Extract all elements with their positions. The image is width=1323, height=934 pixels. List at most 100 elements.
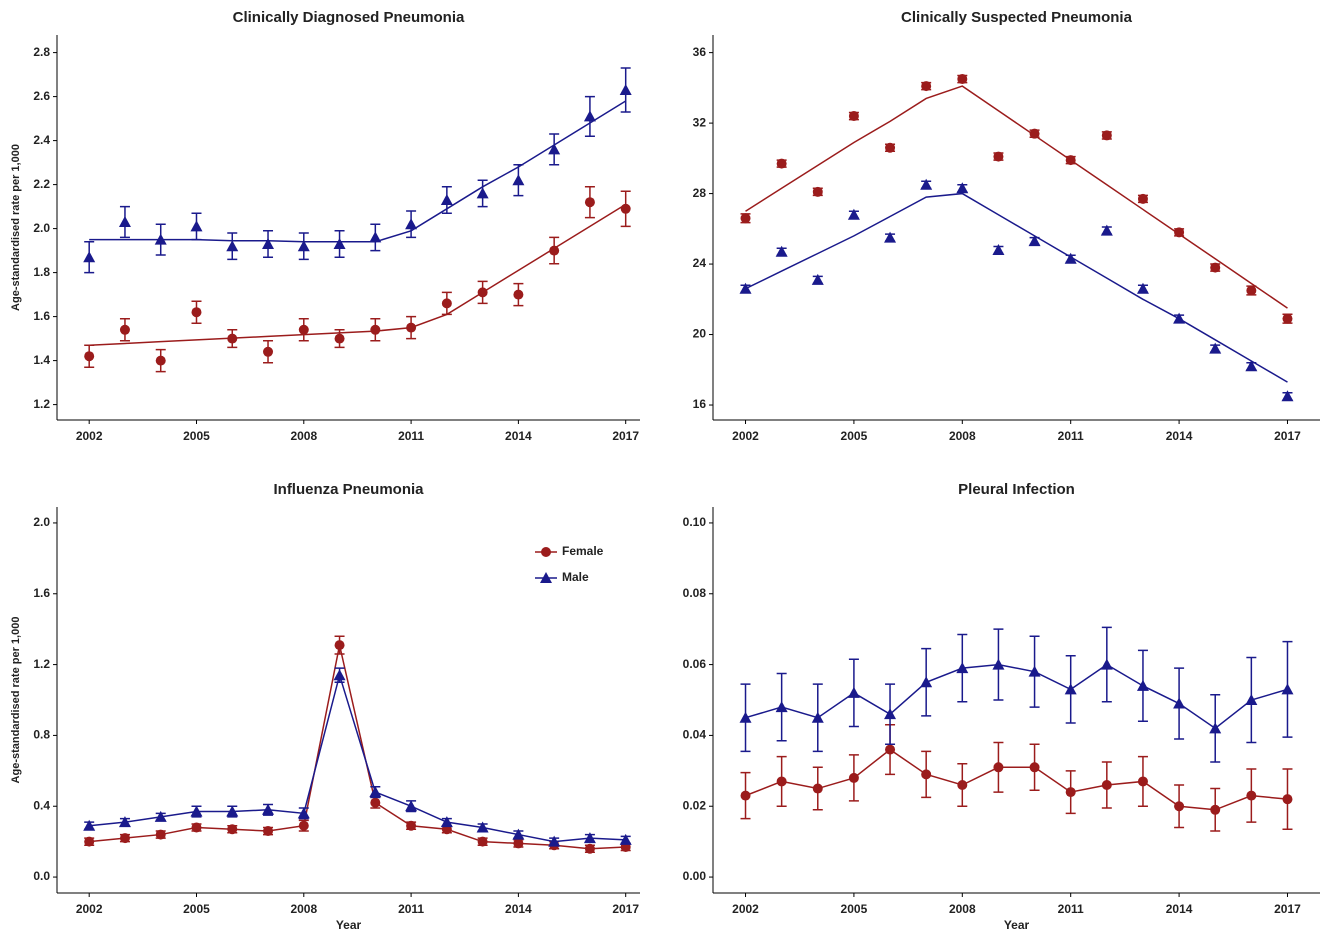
marker — [740, 790, 751, 801]
marker — [227, 333, 238, 344]
marker — [583, 110, 596, 122]
marker — [1281, 683, 1294, 695]
marker — [619, 833, 632, 845]
marker — [848, 111, 859, 122]
marker — [440, 816, 453, 828]
marker — [370, 324, 381, 335]
marker — [1029, 762, 1040, 773]
y-tick-label: 0.4 — [33, 798, 50, 812]
marker — [619, 84, 632, 95]
marker — [956, 662, 969, 674]
marker — [155, 355, 166, 366]
marker — [191, 307, 202, 318]
marker — [1064, 683, 1077, 695]
marker — [811, 273, 824, 285]
marker — [1246, 790, 1257, 801]
y-tick-label: 1.4 — [33, 353, 50, 367]
x-tick-label: 2008 — [290, 429, 317, 443]
marker — [227, 824, 238, 835]
marker — [1028, 665, 1041, 677]
y-tick-label: 0.00 — [683, 869, 707, 883]
marker — [548, 143, 561, 155]
marker — [1173, 312, 1186, 324]
marker — [262, 803, 275, 815]
fit-line — [745, 85, 1288, 309]
marker — [920, 676, 933, 688]
y-tick-label: 1.6 — [33, 586, 50, 600]
marker — [333, 238, 346, 249]
marker — [776, 158, 787, 169]
marker — [775, 701, 788, 713]
x-tick-label: 2002 — [76, 902, 103, 916]
marker — [263, 346, 274, 357]
marker — [119, 833, 130, 844]
marker — [1065, 787, 1076, 798]
y-tick-label: 1.2 — [33, 657, 50, 671]
y-tick-label: 0.10 — [683, 515, 707, 529]
marker — [1282, 794, 1293, 805]
marker — [1209, 722, 1222, 734]
marker — [1281, 390, 1294, 402]
marker — [119, 324, 130, 335]
marker — [118, 216, 131, 227]
marker — [812, 186, 823, 197]
marker — [921, 81, 932, 92]
y-tick-label: 32 — [693, 115, 707, 129]
marker — [957, 74, 968, 85]
marker — [476, 821, 489, 833]
fit-line — [745, 192, 1288, 383]
x-axis-label: Year — [336, 918, 362, 932]
marker — [775, 245, 788, 257]
marker — [1173, 697, 1186, 709]
marker — [740, 213, 751, 224]
marker — [84, 351, 95, 362]
y-tick-label: 1.6 — [33, 309, 50, 323]
marker — [83, 251, 96, 263]
marker — [993, 151, 1004, 162]
y-tick-label: 1.8 — [33, 265, 50, 279]
y-tick-label: 2.6 — [33, 89, 50, 103]
y-tick-label: 2.0 — [33, 221, 50, 235]
marker — [191, 822, 202, 833]
x-tick-label: 2005 — [183, 429, 210, 443]
fit-line — [89, 100, 627, 243]
y-tick-label: 0.06 — [683, 657, 707, 671]
marker — [584, 197, 595, 208]
marker — [298, 820, 309, 831]
chart-title: Pleural Infection — [958, 481, 1075, 498]
y-tick-label: 1.2 — [33, 397, 50, 411]
marker — [1174, 227, 1185, 238]
y-tick-label: 0.8 — [33, 728, 50, 742]
marker — [226, 805, 239, 817]
marker — [549, 245, 560, 256]
x-tick-label: 2014 — [505, 902, 532, 916]
marker — [1028, 235, 1041, 247]
marker — [1210, 804, 1221, 815]
marker — [370, 797, 381, 808]
x-tick-label: 2017 — [1274, 429, 1301, 443]
marker — [83, 819, 96, 831]
marker — [1029, 128, 1040, 139]
marker — [1101, 130, 1112, 141]
x-tick-label: 2017 — [612, 902, 639, 916]
marker — [1136, 282, 1149, 294]
y-tick-label: 0.08 — [683, 586, 707, 600]
marker — [739, 282, 752, 294]
x-tick-label: 2014 — [1166, 902, 1193, 916]
marker — [1246, 285, 1257, 296]
marker — [1137, 193, 1148, 204]
marker — [921, 769, 932, 780]
marker — [263, 826, 274, 837]
series-line — [745, 663, 1288, 730]
y-axis-label: Age-standardised rate per 1,000 — [10, 144, 22, 311]
marker — [406, 820, 417, 831]
marker — [262, 238, 275, 249]
marker — [512, 828, 525, 840]
marker — [956, 182, 969, 194]
x-tick-label: 2008 — [290, 902, 317, 916]
y-tick-label: 2.8 — [33, 45, 50, 59]
marker — [993, 762, 1004, 773]
x-tick-label: 2011 — [1058, 902, 1084, 916]
marker — [1209, 342, 1222, 354]
marker — [84, 836, 95, 847]
